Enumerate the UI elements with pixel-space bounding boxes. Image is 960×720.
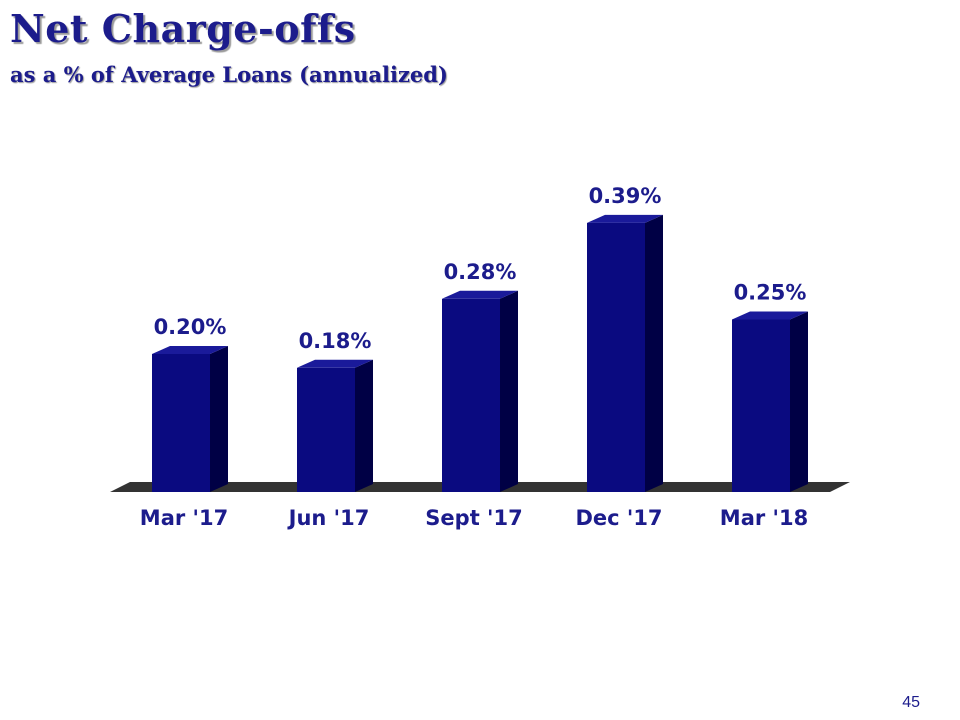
- page-number: 45: [902, 694, 920, 711]
- bar: [732, 311, 808, 492]
- x-tick-label: Mar '17: [140, 506, 228, 530]
- data-label: 0.28%: [444, 260, 517, 284]
- bar: [442, 290, 518, 492]
- bar-side: [210, 346, 228, 492]
- slide-subtitle: as a % of Average Loans (annualized): [10, 62, 448, 87]
- bar-side: [500, 290, 518, 492]
- data-labels: 0.20% 0.18% 0.28% 0.39% 0.25%: [154, 184, 807, 353]
- bar: [297, 359, 373, 492]
- slide-title: Net Charge-offs: [10, 6, 356, 51]
- bar: [152, 346, 228, 492]
- x-tick-label: Dec '17: [575, 506, 662, 530]
- data-label: 0.20%: [154, 315, 227, 339]
- x-tick-label: Jun '17: [287, 506, 370, 530]
- bar-front: [297, 367, 355, 492]
- x-axis-tick-labels: Mar '17 Jun '17 Sept '17 Dec '17 Mar '18: [140, 506, 808, 530]
- bar-front: [442, 298, 500, 492]
- bar-top: [442, 290, 518, 299]
- bar: [587, 214, 663, 492]
- bar-side: [645, 214, 663, 492]
- bar-top: [732, 311, 808, 320]
- x-tick-label: Sept '17: [425, 506, 522, 530]
- bar-top: [587, 214, 663, 223]
- bar-side: [355, 359, 373, 492]
- bar-series: [152, 214, 808, 492]
- bar-front: [587, 222, 645, 492]
- bar-top: [297, 359, 373, 368]
- bar-front: [732, 319, 790, 492]
- data-label: 0.18%: [299, 329, 372, 353]
- x-tick-label: Mar '18: [720, 506, 808, 530]
- bar-side: [790, 311, 808, 492]
- bar-front: [152, 354, 210, 492]
- bar-top: [152, 346, 228, 354]
- data-label: 0.39%: [589, 184, 662, 208]
- data-label: 0.25%: [734, 281, 807, 305]
